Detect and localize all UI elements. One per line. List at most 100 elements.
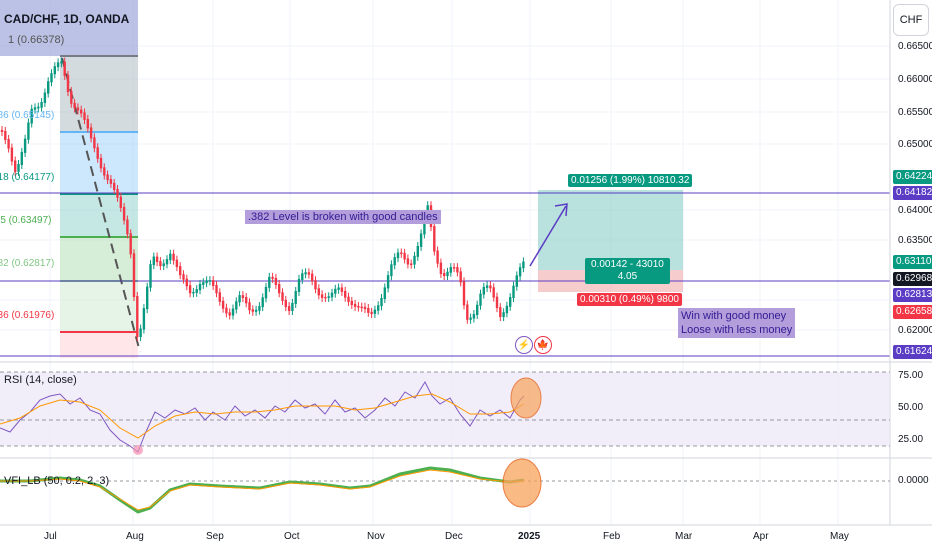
candle-body <box>403 252 406 260</box>
candle-body <box>122 206 126 221</box>
entry-line1: 0.00142 - 43010 <box>591 259 664 270</box>
lightning-icon[interactable]: ⚡ <box>515 336 533 354</box>
canada-flag-icon[interactable]: 🍁 <box>534 336 552 354</box>
time-tick: Aug <box>126 531 144 542</box>
candle-body <box>512 285 515 299</box>
candle-body <box>17 163 20 172</box>
candle-body <box>116 189 119 198</box>
candle-body <box>53 66 56 75</box>
candle-body <box>353 304 357 307</box>
candle-body <box>37 106 40 109</box>
annotation-money[interactable]: Win with good money Loose with less mone… <box>678 308 796 338</box>
candle-body <box>23 138 27 153</box>
candle-body <box>456 267 459 273</box>
candle-body <box>479 293 482 306</box>
fib-level-1-label: 1 (0.66378) <box>8 34 65 46</box>
fib-zone-1 <box>60 56 138 132</box>
time-tick: Mar <box>675 531 693 542</box>
candle-body <box>202 282 205 285</box>
candle-body <box>443 273 446 277</box>
fib-label: 786 (0.65145) <box>0 110 55 121</box>
candle-body <box>20 151 23 165</box>
candle-body <box>294 290 297 304</box>
candle-body <box>195 289 198 293</box>
candle-body <box>198 283 202 291</box>
candle-body <box>56 62 60 68</box>
candle-body <box>476 304 479 316</box>
candle-body <box>489 285 492 289</box>
candle-body <box>80 109 83 114</box>
currency-button[interactable]: CHF <box>893 4 929 36</box>
candle-body <box>495 296 499 309</box>
candle-body <box>93 137 96 149</box>
candle-body <box>50 73 53 83</box>
price-tag: 0.64182 <box>893 186 932 200</box>
candle-body <box>502 312 505 318</box>
candle-body <box>344 290 347 298</box>
candle-body <box>287 306 291 311</box>
candle-body <box>446 271 449 277</box>
annotation-broken[interactable]: .382 Level is broken with good candles <box>245 210 441 224</box>
price-tick: 0.66000 <box>898 74 932 85</box>
candle-body <box>330 292 334 298</box>
candle-body <box>466 304 469 320</box>
price-tag: 0.62658 <box>893 305 932 319</box>
candle-body <box>152 256 155 266</box>
candle-body <box>172 253 175 261</box>
rsi-pane <box>0 371 890 455</box>
rsi-ma-line <box>0 393 525 439</box>
candle-body <box>185 278 188 287</box>
candle-body <box>159 261 162 267</box>
candle-body <box>83 112 86 120</box>
candle-body <box>175 259 179 268</box>
candle-body <box>360 306 363 309</box>
candle-body <box>89 127 93 139</box>
rsi-label[interactable]: RSI (14, close) <box>4 374 77 386</box>
candle-body <box>76 107 80 111</box>
candle-body <box>377 305 380 311</box>
candle-body <box>40 101 43 108</box>
candle-body <box>413 255 416 265</box>
candle-body <box>47 81 50 94</box>
rsi-level: 25.00 <box>898 434 924 445</box>
candle-body <box>99 157 103 169</box>
candle-body <box>248 302 251 311</box>
price-tick: 0.63500 <box>898 235 932 246</box>
position-entry-label[interactable]: 0.00142 - 43010 4.05 <box>585 258 670 284</box>
candle-body <box>218 292 221 302</box>
candle-body <box>291 302 294 311</box>
candle-body <box>0 130 4 132</box>
candle-body <box>297 278 301 292</box>
candle-body <box>363 306 367 310</box>
time-tick: 2025 <box>518 531 541 542</box>
symbol-title[interactable]: CAD/CHF, 1D, OANDA <box>4 12 130 26</box>
candle-body <box>284 299 287 308</box>
candle-body <box>106 174 109 181</box>
candle-body <box>33 107 37 110</box>
time-tick: May <box>830 531 849 542</box>
candle-body <box>492 287 495 298</box>
candle-body <box>142 308 146 330</box>
candle-body <box>179 266 182 276</box>
candle-body <box>231 308 235 316</box>
time-tick: Nov <box>367 531 385 542</box>
candle-body <box>215 284 218 294</box>
candle-body <box>518 267 522 277</box>
candle-body <box>155 256 159 263</box>
price-tick: 0.62000 <box>898 325 932 336</box>
price-tag: 0.61624 <box>893 345 932 359</box>
candle-body <box>235 301 238 310</box>
vfi-label[interactable]: VFI_LB (50, 0.2, 2, 3) <box>4 475 110 487</box>
candle-body <box>311 273 314 282</box>
candle-body <box>4 130 7 141</box>
candle-body <box>433 226 436 252</box>
position-stop-label[interactable]: 0.00310 (0.49%) 9800 <box>577 293 682 306</box>
candle-body <box>27 122 30 140</box>
time-tick: Dec <box>445 531 463 542</box>
candle-body <box>271 276 274 279</box>
candle-body <box>367 308 370 313</box>
candle-body <box>317 288 320 296</box>
position-target-label[interactable]: 0.01256 (1.99%) 10810.32 <box>568 174 693 187</box>
candle-body <box>439 262 443 275</box>
